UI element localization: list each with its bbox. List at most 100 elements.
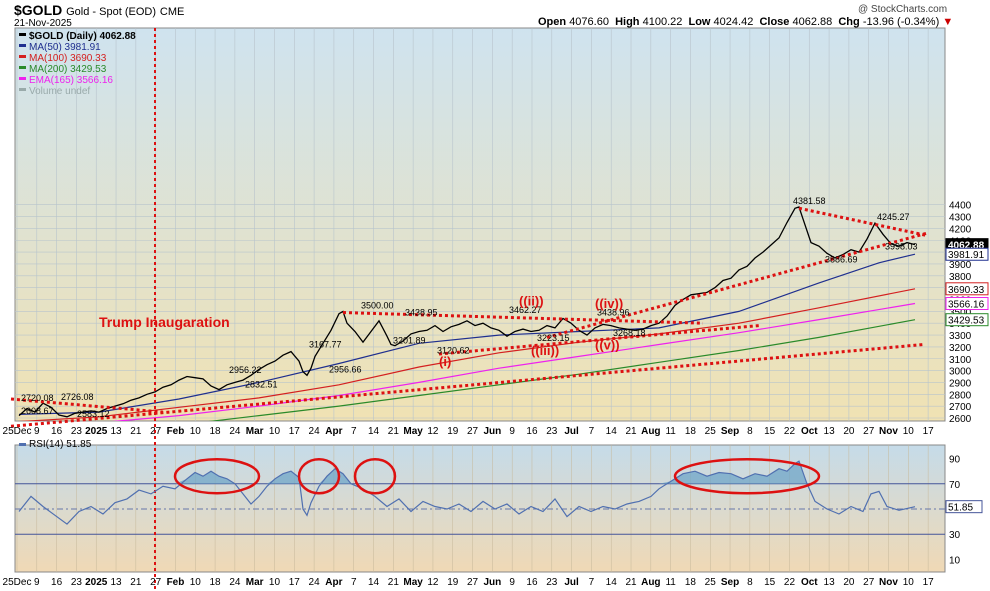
price-x-tick: 23	[546, 426, 558, 437]
symbol-title: $GOLD Gold - Spot (EOD) CME	[14, 2, 184, 18]
rsi-x-tick: 27	[467, 577, 479, 588]
price-y-tick: 3000	[949, 367, 972, 378]
price-y-tick: 4200	[949, 224, 972, 235]
series-line-ma50	[18, 253, 916, 415]
rsi-y-tick: 10	[949, 555, 961, 566]
rsi-x-tick: May	[403, 577, 423, 588]
rsi-grid	[15, 445, 945, 572]
price-y-tick: 2800	[949, 390, 972, 401]
rsi-x-tick: 18	[210, 577, 222, 588]
value-label: 2608.67	[21, 406, 54, 416]
rsi-x-tick: 10	[269, 577, 281, 588]
annotation-text: ((ii))	[519, 293, 544, 308]
annotation-layer: Trump Inaugaration (i) ((ii)) ((iii)) ((iv))…	[99, 293, 623, 368]
rsi-x-tick: 7	[589, 577, 595, 588]
ellipse-rsi-overbought-sep-oct	[673, 457, 821, 495]
value-label: 3120.62	[437, 345, 470, 355]
trendline-layer	[10, 28, 928, 591]
rsi-x-tick: 13	[824, 577, 836, 588]
value-label: 3998.03	[885, 241, 918, 251]
rsi-x-tick: 9	[509, 577, 515, 588]
rsi-x-tick: 13	[110, 577, 122, 588]
close-label: Close	[759, 16, 790, 28]
trendline-long-term-support	[10, 343, 924, 428]
price-x-tick: Mar	[246, 426, 264, 437]
rsi-x-tick: 20	[843, 577, 855, 588]
price-x-tick: 25	[705, 426, 717, 437]
legend-swatch-ma100	[19, 55, 26, 58]
annotation-text: Trump Inaugaration	[99, 314, 230, 330]
chg-value: -13.96 (-0.34%)	[862, 16, 940, 28]
price-x-tick: Jul	[564, 426, 579, 437]
rsi-x-tick: 25Dec	[3, 577, 32, 588]
rsi-x-tick: 23	[546, 577, 558, 588]
rsi-x-tick: Nov	[879, 577, 898, 588]
price-x-tick: 16	[51, 426, 63, 437]
price-x-tick: 24	[309, 426, 321, 437]
value-label: 3462.27	[509, 305, 542, 315]
value-label: 2720.08	[21, 393, 54, 403]
axis-badge-ma200	[945, 313, 989, 327]
axis-badge-text: 3690.33	[948, 285, 985, 296]
price-y-tick: 3800	[949, 272, 972, 283]
value-label: 4245.27	[877, 212, 910, 222]
down-triangle-icon: ▼	[942, 16, 954, 28]
symbol: $GOLD	[14, 2, 63, 18]
price-x-tick: 12	[427, 426, 439, 437]
value-label: 4381.58	[793, 196, 826, 206]
value-label: 3201.89	[393, 336, 426, 346]
legend-swatch-ma50	[19, 44, 26, 47]
price-x-tick: 17	[289, 426, 301, 437]
price-x-tick: Sep	[721, 426, 739, 437]
rsi-x-tick: 10	[190, 577, 202, 588]
rsi-x-tick: Apr	[325, 577, 342, 588]
symbol-name: Gold - Spot (EOD)	[66, 6, 156, 18]
rsi-legend-label: RSI(14) 51.85	[29, 439, 92, 450]
rsi-y-tick: 30	[949, 530, 961, 541]
legend-label: $GOLD (Daily) 4062.88	[29, 31, 136, 42]
price-y-axis: 2600270028002900300031003200330034003500…	[949, 201, 972, 425]
legend-swatch-volume	[19, 88, 26, 91]
rsi-y-axis: 103050709051.85	[945, 455, 983, 566]
price-x-tick: 18	[210, 426, 222, 437]
price-y-tick: 2600	[949, 414, 972, 425]
rsi-x-tick: 9	[34, 577, 40, 588]
ellipse-rsi-overbought-feb	[173, 457, 261, 495]
rsi-overbought-fill	[19, 461, 915, 484]
price-y-tick: 3900	[949, 260, 972, 271]
price-x-tick: 13	[824, 426, 836, 437]
axis-badge-text: 3566.16	[948, 300, 985, 311]
high-value: 4100.22	[642, 16, 683, 28]
value-label-layer: 2720.08 2726.08 2608.67 2583.12 2956.22 2832.…	[21, 196, 918, 419]
rsi-x-tick: 17	[923, 577, 935, 588]
price-x-tick: 10	[190, 426, 202, 437]
legend-label: MA(200) 3429.53	[29, 64, 107, 75]
price-x-tick: 10	[903, 426, 915, 437]
value-label: 2956.22	[229, 365, 262, 375]
value-label: 3438.96	[597, 308, 630, 318]
price-x-tick: 15	[764, 426, 776, 437]
rsi-line	[18, 460, 916, 525]
series-line-price	[18, 206, 916, 418]
legend-label: EMA(165) 3566.16	[29, 75, 113, 86]
rsi-x-tick: 12	[427, 577, 439, 588]
price-y-tick: 2900	[949, 378, 972, 389]
rsi-x-tick: 27	[863, 577, 875, 588]
rsi-x-tick: 14	[606, 577, 618, 588]
price-x-tick: Jun	[483, 426, 501, 437]
price-x-tick: Apr	[325, 426, 342, 437]
value-label: 2832.51	[245, 379, 278, 389]
close-value: 4062.88	[792, 16, 833, 28]
rsi-x-tick: 7	[351, 577, 357, 588]
trendline-flag-top	[342, 311, 704, 325]
value-label: 3167.77	[309, 340, 342, 350]
rsi-x-tick: 16	[51, 577, 63, 588]
price-y-tick: 4300	[949, 213, 972, 224]
price-x-tick: 22	[784, 426, 796, 437]
price-x-tick: 23	[71, 426, 83, 437]
price-y-tick: 3500	[949, 307, 972, 318]
rsi-series-layer	[18, 460, 916, 525]
